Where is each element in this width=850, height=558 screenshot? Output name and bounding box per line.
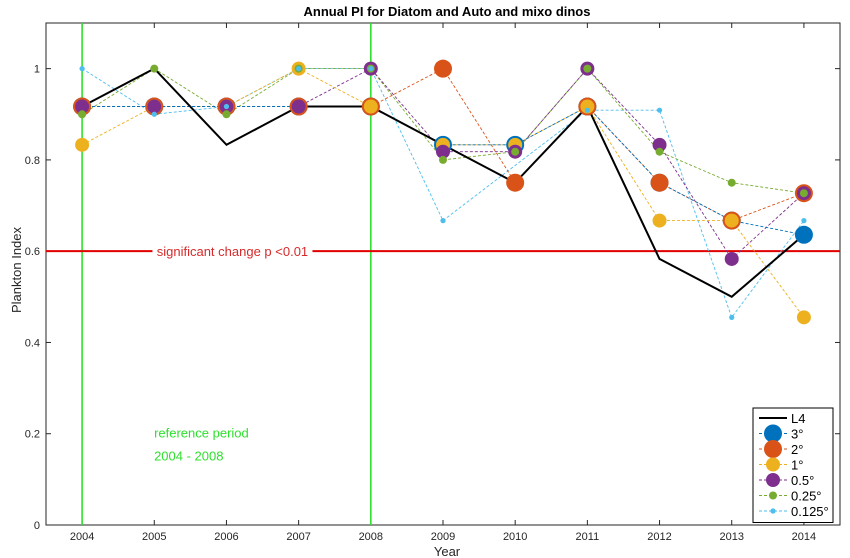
data-point: [650, 173, 669, 192]
y-tick-label: 0.6: [25, 246, 40, 258]
x-tick-label: 2014: [792, 531, 816, 543]
data-point: [436, 144, 450, 159]
data-point: [75, 99, 90, 114]
y-tick-label: 0: [34, 520, 40, 532]
data-point: [363, 99, 378, 114]
data-point: [656, 107, 663, 113]
legend-label: 0.125°: [791, 504, 829, 519]
x-tick-label: 2013: [719, 531, 743, 543]
plot-area: 2004 2005 2006 2007 2008 2009 2010 2011 2012 2013…: [25, 22, 841, 543]
legend-label: 2°: [791, 442, 803, 457]
legend-label: L4: [791, 411, 805, 426]
data-point: [296, 66, 302, 72]
legend: L43°2°1°0.5°0.25°0.125°: [752, 407, 834, 523]
series-line: [81, 68, 805, 319]
data-point: [147, 99, 162, 114]
data-point: [799, 189, 808, 198]
data-point: [580, 99, 595, 114]
data-point: [801, 218, 807, 224]
x-tick-label: 2010: [503, 531, 527, 543]
x-tick-label: 2008: [359, 531, 383, 543]
legend-marker: [770, 508, 776, 514]
x-axis-label: Year: [434, 544, 461, 558]
x-tick-label: 2007: [286, 531, 310, 543]
y-tick-label: 0.8: [25, 155, 40, 167]
data-point: [79, 66, 85, 72]
x-tick-label: 2011: [576, 531, 600, 543]
legend-marker: [766, 457, 780, 472]
reference-period-label: reference period: [154, 426, 249, 441]
data-point: [724, 213, 739, 228]
data-point: [727, 178, 736, 187]
data-point: [729, 314, 735, 320]
legend-marker: [769, 491, 777, 500]
y-axis-label: Plankton Index: [9, 227, 24, 314]
data-point: [506, 173, 525, 192]
series-line: [81, 68, 805, 318]
legend-label: 0.5°: [791, 473, 814, 488]
data-point: [368, 66, 374, 72]
legend-label: 3°: [791, 427, 803, 442]
data-point: [222, 110, 231, 119]
data-point: [584, 107, 590, 113]
data-point: [440, 218, 446, 224]
data-point: [796, 310, 811, 325]
data-point: [78, 110, 87, 119]
y-tick-label: 0.2: [25, 429, 40, 441]
legend-label: 0.25°: [791, 489, 822, 504]
data-point: [151, 111, 157, 117]
chart-title: Annual PI for Diatom and Auto and mixo d…: [304, 4, 591, 19]
significance-label: significant change p <0.01: [157, 244, 308, 259]
data-point: [652, 213, 667, 228]
reference-period-range: 2004 - 2008: [154, 449, 223, 464]
legend-marker: [764, 424, 782, 443]
data-point: [511, 147, 520, 156]
data-point: [150, 64, 159, 73]
x-tick-label: 2012: [647, 531, 671, 543]
x-tick-label: 2004: [70, 531, 94, 543]
data-point: [583, 64, 592, 73]
data-point: [434, 59, 452, 78]
data-point: [291, 99, 306, 114]
data-point: [223, 103, 230, 110]
legend-label: 1°: [791, 458, 803, 473]
legend-marker: [764, 440, 782, 458]
y-tick-label: 1: [34, 64, 40, 76]
data-point: [75, 137, 90, 152]
data-point: [724, 251, 739, 266]
data-point: [652, 137, 667, 152]
series-line: [81, 67, 804, 194]
legend-marker: [766, 473, 780, 487]
y-tick-label: 0.4: [25, 337, 40, 349]
x-tick-label: 2009: [431, 531, 455, 543]
x-tick-label: 2005: [142, 531, 166, 543]
data-point: [439, 155, 447, 164]
data-point: [794, 225, 813, 244]
data-point: [655, 147, 664, 156]
x-tick-label: 2006: [214, 531, 238, 543]
